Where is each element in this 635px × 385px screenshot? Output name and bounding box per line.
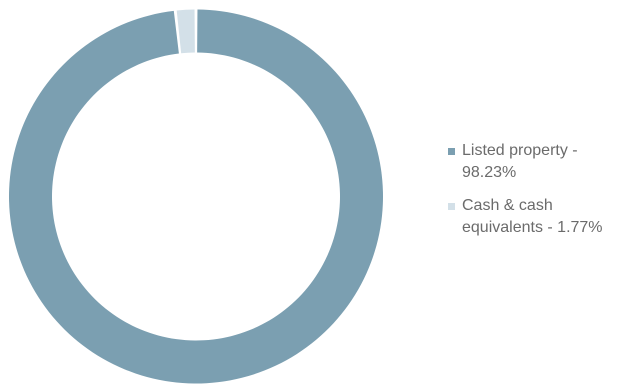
donut-chart: [8, 9, 383, 384]
legend-label-listed-property: Listed property - 98.23%: [462, 142, 578, 181]
donut-slice-cash: [176, 9, 195, 54]
legend-swatch-cash: [448, 203, 455, 210]
legend-item-cash: Cash & cash equivalents - 1.77%: [448, 195, 633, 239]
legend-swatch-listed-property: [448, 148, 455, 155]
legend-item-listed-property: Listed property - 98.23%: [448, 140, 633, 184]
legend-label-cash: Cash & cash equivalents - 1.77%: [462, 197, 603, 236]
donut-slice-listed-property: [8, 9, 383, 384]
chart-legend: Listed property - 98.23% Cash & cash equ…: [448, 140, 633, 239]
